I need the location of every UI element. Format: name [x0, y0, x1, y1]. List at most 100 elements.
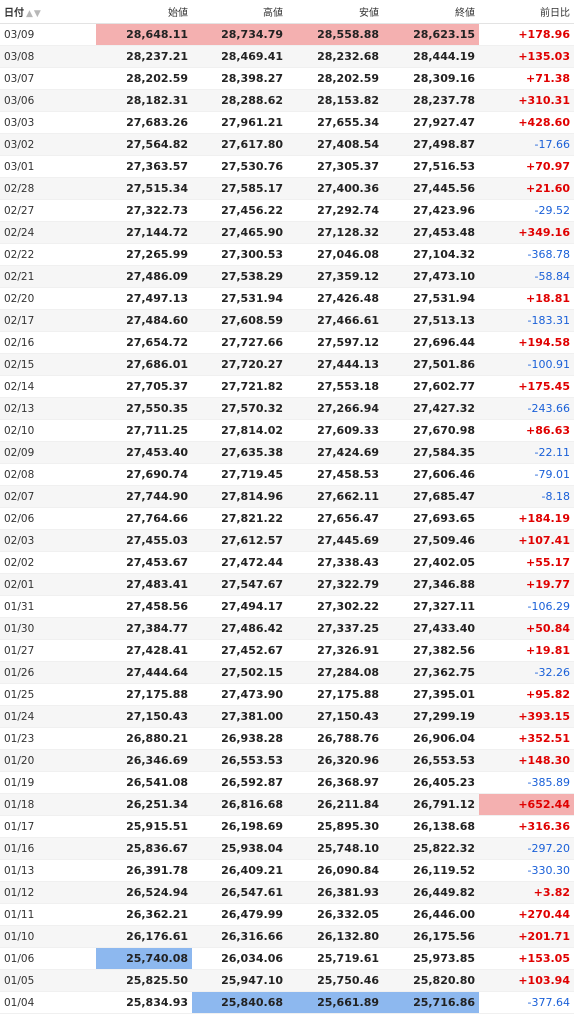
table-row: 01/06 25,740.08 26,034.06 25,719.61 25,973.8…	[0, 947, 574, 970]
table-header-row: 日付 ▲▼ 始値 高値 安値 終値 前日比	[0, 0, 574, 24]
open-cell: 27,444.64	[96, 661, 192, 684]
date-cell: 03/07	[0, 67, 96, 90]
low-cell: 27,444.13	[287, 353, 383, 376]
low-cell: 27,150.43	[287, 705, 383, 728]
open-cell: 27,550.35	[96, 397, 192, 420]
table-row: 03/07 28,202.59 28,398.27 28,202.59 28,309.1…	[0, 67, 574, 90]
high-cell: 27,381.00	[192, 705, 287, 728]
low-cell: 25,719.61	[287, 947, 383, 970]
high-cell: 27,472.44	[192, 551, 287, 574]
table-row: 01/23 26,880.21 26,938.28 26,788.76 26,906.0…	[0, 727, 574, 750]
date-cell: 03/01	[0, 155, 96, 178]
close-cell: 27,104.32	[383, 243, 479, 266]
change-cell: +428.60	[479, 111, 574, 134]
date-cell: 01/30	[0, 617, 96, 640]
table-row: 02/01 27,483.41 27,547.67 27,322.79 27,346.8…	[0, 573, 574, 596]
high-cell: 26,409.21	[192, 859, 287, 882]
low-cell: 28,558.88	[287, 23, 383, 46]
table-row: 03/06 28,182.31 28,288.62 28,153.82 28,237.7…	[0, 89, 574, 112]
low-cell: 27,326.91	[287, 639, 383, 662]
open-cell: 26,880.21	[96, 727, 192, 750]
close-cell: 27,473.10	[383, 265, 479, 288]
high-cell: 27,814.02	[192, 419, 287, 442]
date-cell: 01/17	[0, 815, 96, 838]
high-cell: 27,531.94	[192, 287, 287, 310]
low-cell: 26,332.05	[287, 903, 383, 926]
open-cell: 27,453.40	[96, 441, 192, 464]
date-cell: 02/24	[0, 221, 96, 244]
table-row: 03/03 27,683.26 27,961.21 27,655.34 27,927.4…	[0, 111, 574, 134]
table-row: 01/17 25,915.51 26,198.69 25,895.30 26,138.6…	[0, 815, 574, 838]
close-cell: 26,906.04	[383, 727, 479, 750]
open-cell: 28,202.59	[96, 67, 192, 90]
date-header-label: 日付	[4, 8, 24, 19]
high-cell: 27,720.27	[192, 353, 287, 376]
high-cell: 28,398.27	[192, 67, 287, 90]
date-cell: 01/10	[0, 925, 96, 948]
close-cell: 28,237.78	[383, 89, 479, 112]
close-cell: 27,531.94	[383, 287, 479, 310]
table-row: 01/19 26,541.08 26,592.87 26,368.97 26,405.2…	[0, 771, 574, 794]
high-cell: 27,456.22	[192, 199, 287, 222]
high-cell: 26,553.53	[192, 749, 287, 772]
high-cell: 28,734.79	[192, 23, 287, 46]
close-cell: 27,516.53	[383, 155, 479, 178]
close-cell: 27,693.65	[383, 507, 479, 530]
close-cell: 26,405.23	[383, 771, 479, 794]
close-cell: 27,395.01	[383, 683, 479, 706]
high-cell: 27,473.90	[192, 683, 287, 706]
high-cell: 27,612.57	[192, 529, 287, 552]
close-cell: 27,501.86	[383, 353, 479, 376]
change-cell: +21.60	[479, 177, 574, 200]
change-cell: -58.84	[479, 265, 574, 288]
open-cell: 27,686.01	[96, 353, 192, 376]
close-cell: 25,820.80	[383, 969, 479, 992]
close-cell: 25,822.32	[383, 837, 479, 860]
change-cell: +316.36	[479, 815, 574, 838]
table-row: 02/03 27,455.03 27,612.57 27,445.69 27,509.4…	[0, 529, 574, 552]
table-row: 01/26 27,444.64 27,502.15 27,284.08 27,362.7…	[0, 661, 574, 684]
open-cell: 25,825.50	[96, 969, 192, 992]
high-column-header: 高値	[192, 0, 287, 24]
close-cell: 27,445.56	[383, 177, 479, 200]
high-cell: 27,465.90	[192, 221, 287, 244]
date-cell: 01/18	[0, 793, 96, 816]
date-cell: 01/25	[0, 683, 96, 706]
close-cell: 27,362.75	[383, 661, 479, 684]
date-cell: 02/20	[0, 287, 96, 310]
date-cell: 02/02	[0, 551, 96, 574]
date-cell: 01/27	[0, 639, 96, 662]
close-cell: 27,509.46	[383, 529, 479, 552]
table-body: 03/09 28,648.11 28,734.79 28,558.88 28,623.1…	[0, 23, 574, 1014]
sort-up-down-icon[interactable]: ▲▼	[26, 9, 42, 19]
table-row: 01/27 27,428.41 27,452.67 27,326.91 27,382.5…	[0, 639, 574, 662]
date-cell: 02/13	[0, 397, 96, 420]
table-row: 02/08 27,690.74 27,719.45 27,458.53 27,606.4…	[0, 463, 574, 486]
low-cell: 27,337.25	[287, 617, 383, 640]
low-cell: 27,609.33	[287, 419, 383, 442]
table-row: 01/31 27,458.56 27,494.17 27,302.22 27,327.1…	[0, 595, 574, 618]
date-cell: 03/09	[0, 23, 96, 46]
low-cell: 27,284.08	[287, 661, 383, 684]
low-cell: 27,359.12	[287, 265, 383, 288]
low-cell: 28,202.59	[287, 67, 383, 90]
date-cell: 02/08	[0, 463, 96, 486]
table-row: 02/17 27,484.60 27,608.59 27,466.61 27,513.1…	[0, 309, 574, 332]
table-row: 01/11 26,362.21 26,479.99 26,332.05 26,446.0…	[0, 903, 574, 926]
close-cell: 27,606.46	[383, 463, 479, 486]
table-row: 01/20 26,346.69 26,553.53 26,320.96 26,553.5…	[0, 749, 574, 772]
date-column-header[interactable]: 日付 ▲▼	[0, 0, 96, 24]
date-cell: 02/16	[0, 331, 96, 354]
table-row: 01/05 25,825.50 25,947.10 25,750.46 25,820.8…	[0, 969, 574, 992]
close-cell: 27,382.56	[383, 639, 479, 662]
change-cell: +19.81	[479, 639, 574, 662]
date-cell: 01/31	[0, 595, 96, 618]
table-row: 02/13 27,550.35 27,570.32 27,266.94 27,427.3…	[0, 397, 574, 420]
table-row: 02/02 27,453.67 27,472.44 27,338.43 27,402.0…	[0, 551, 574, 574]
low-cell: 27,656.47	[287, 507, 383, 530]
low-cell: 27,322.79	[287, 573, 383, 596]
close-cell: 26,553.53	[383, 749, 479, 772]
change-cell: +184.19	[479, 507, 574, 530]
date-cell: 01/26	[0, 661, 96, 684]
